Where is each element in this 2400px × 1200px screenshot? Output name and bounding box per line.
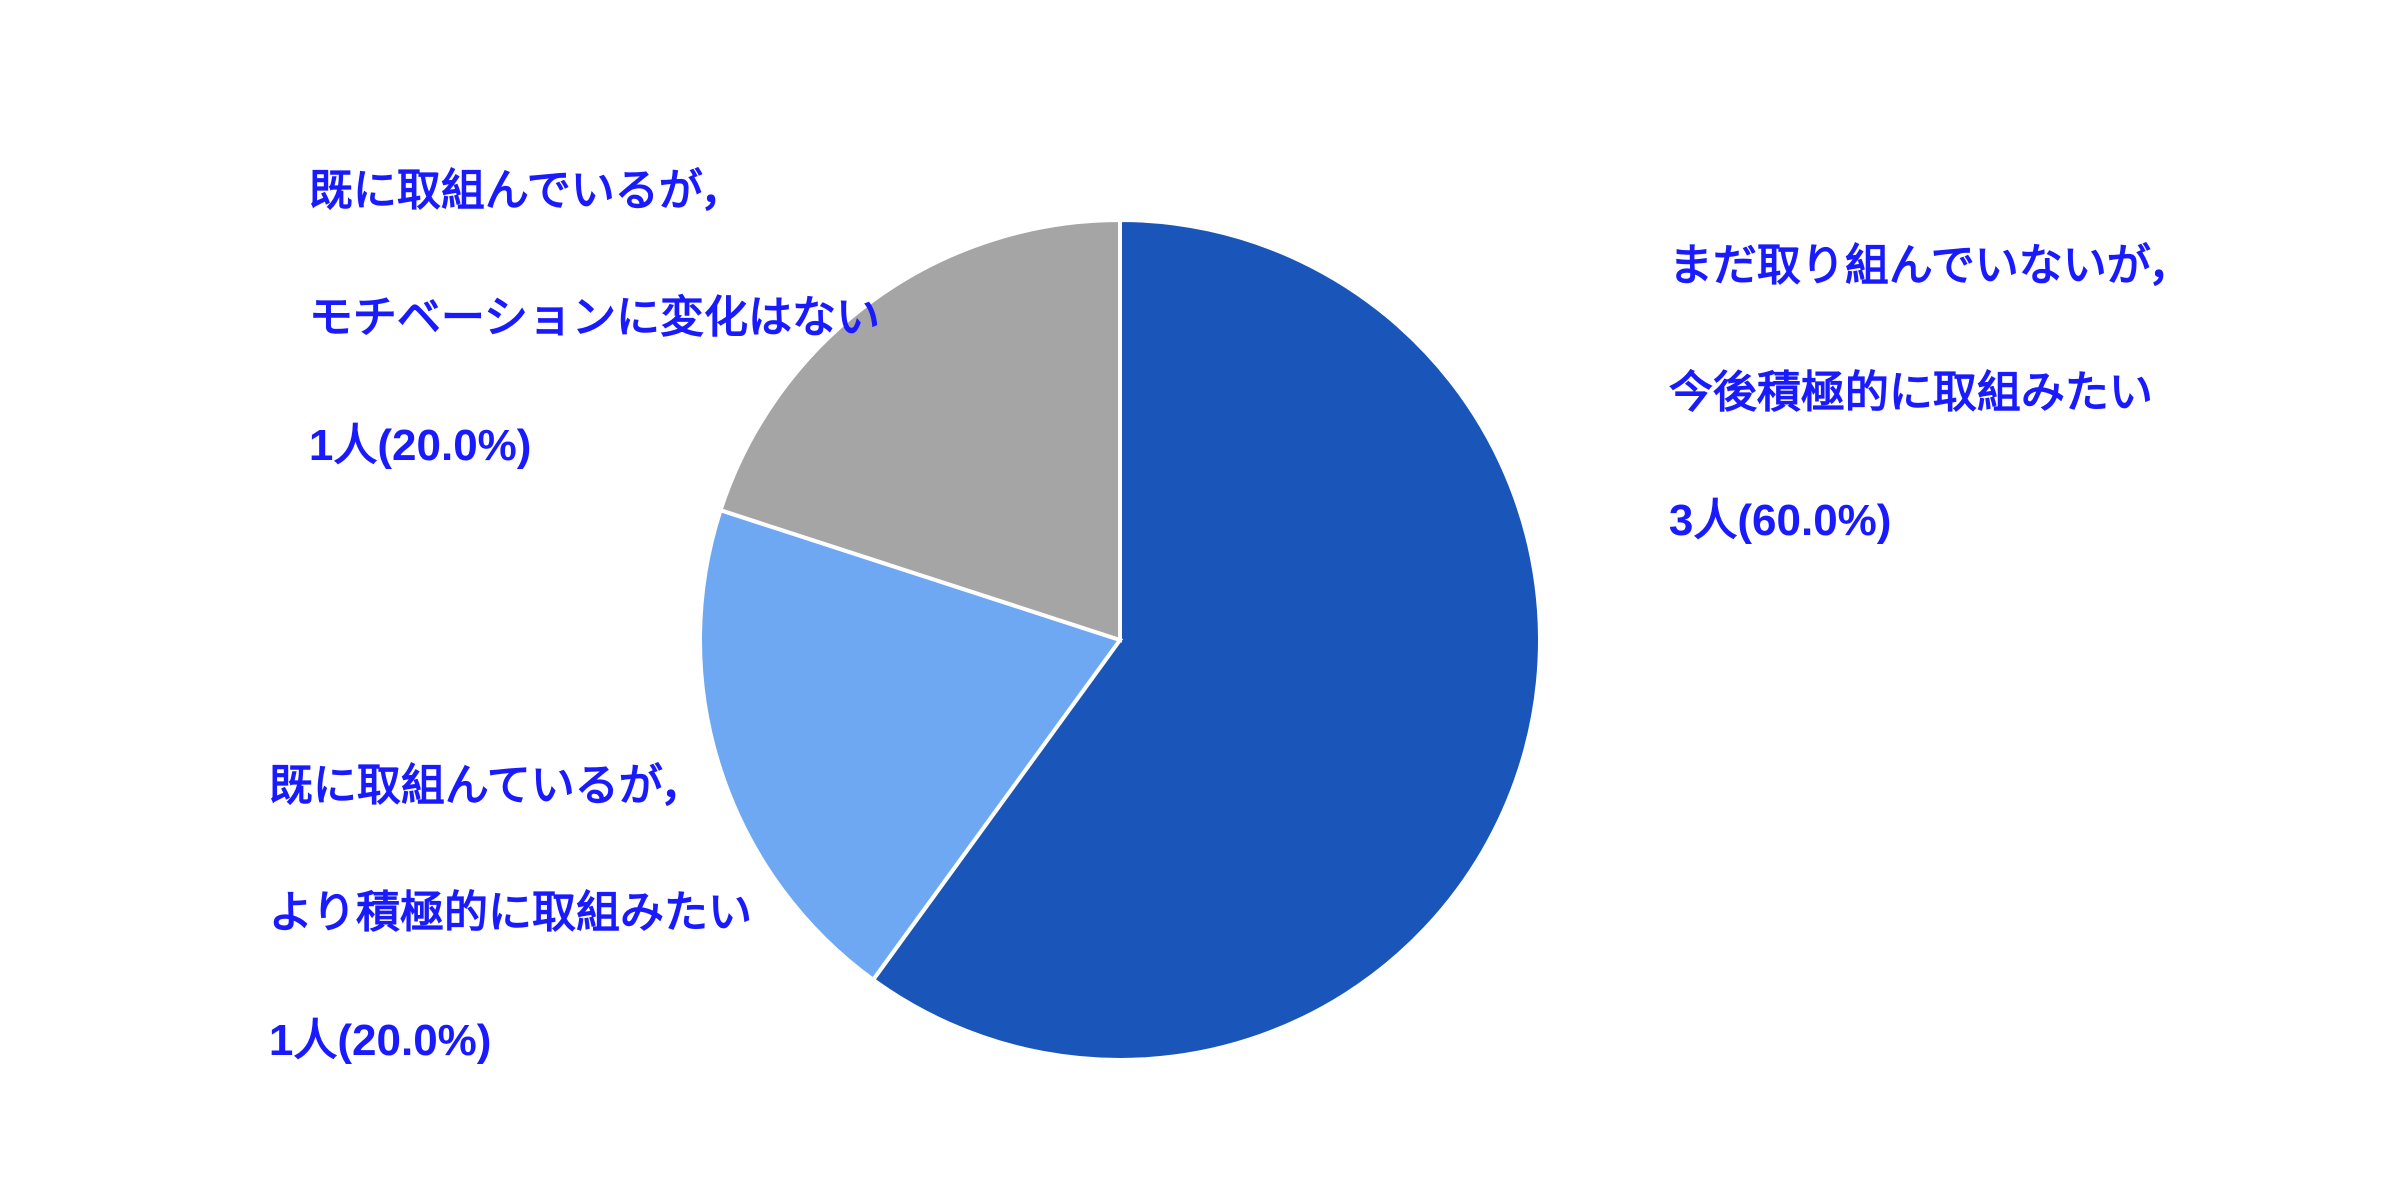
slice-label-already-more-active: 既に取組んているが， より積極的に取組みたい 1人(20.0%)	[220, 690, 752, 1137]
slice-label-already-no-change: 既に取組んでいるが， モチベーションに変化はない 1人(20.0%)	[260, 95, 880, 542]
label-line: 既に取組んでいるが，	[309, 166, 744, 215]
label-line: 既に取組んているが，	[269, 761, 704, 810]
label-line: 1人(20.0%)	[309, 421, 532, 470]
pie-chart-container: まだ取り組んでいないが， 今後積極的に取組みたい 3人(60.0%) 既に取組ん…	[0, 0, 2400, 1200]
label-line: 1人(20.0%)	[269, 1016, 492, 1065]
label-line: 3人(60.0%)	[1669, 496, 1892, 545]
slice-label-not-yet-active: まだ取り組んでいないが， 今後積極的に取組みたい 3人(60.0%)	[1620, 170, 2192, 617]
label-line: モチベーションに変化はない	[309, 293, 880, 342]
label-line: まだ取り組んでいないが，	[1669, 241, 2192, 290]
label-line: より積極的に取組みたい	[269, 888, 752, 937]
label-line: 今後積極的に取組みたい	[1669, 368, 2153, 417]
